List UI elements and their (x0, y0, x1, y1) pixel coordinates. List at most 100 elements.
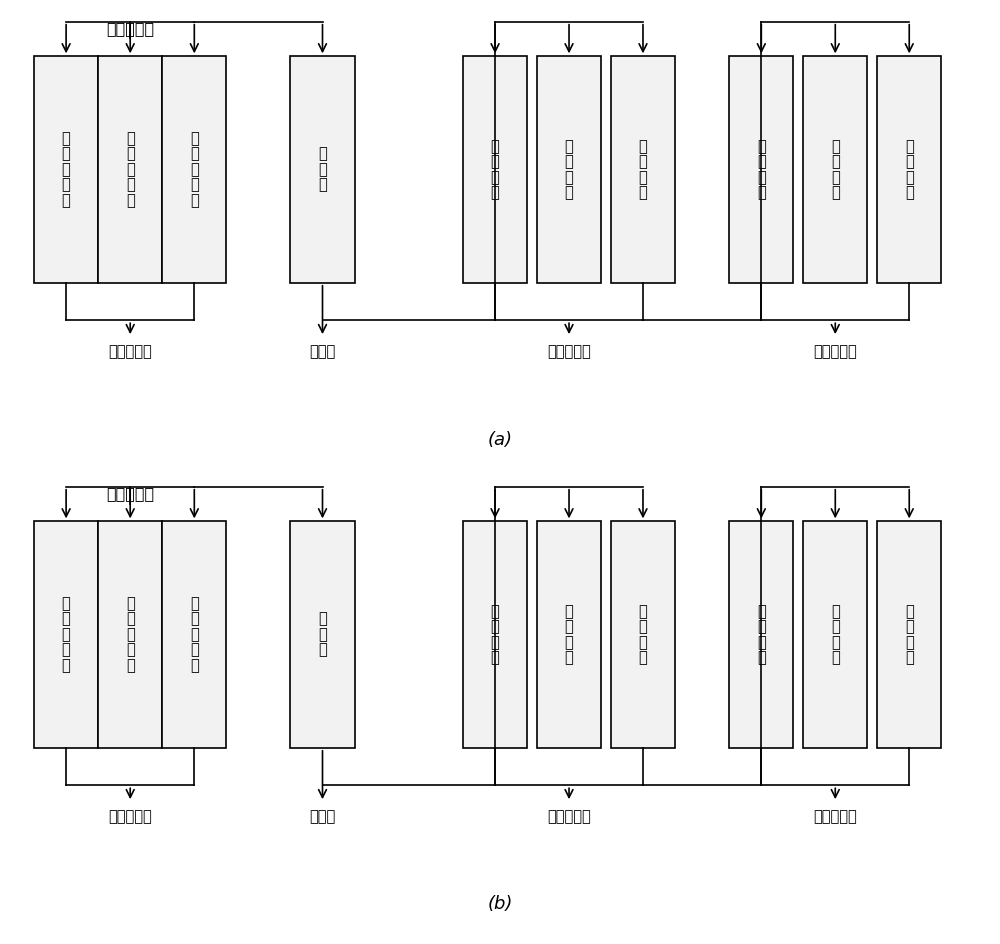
Text: 柱: 柱 (62, 658, 70, 673)
Text: 交: 交 (62, 177, 70, 193)
Bar (611, 521, 675, 748)
Text: 器: 器 (318, 177, 327, 193)
Text: 阴: 阴 (831, 604, 840, 619)
Text: 阴: 阴 (491, 139, 499, 154)
Text: 离: 离 (757, 619, 766, 634)
Text: 合: 合 (126, 612, 135, 627)
Text: 柱: 柱 (62, 194, 70, 208)
Text: 三次离交液: 三次离交液 (813, 809, 857, 824)
Text: (a): (a) (488, 431, 512, 449)
Text: 柱: 柱 (757, 185, 766, 200)
Bar (463, 521, 527, 748)
Text: 阳: 阳 (831, 139, 840, 154)
Text: 交: 交 (190, 643, 199, 658)
Text: 发: 发 (318, 162, 327, 177)
Text: 离: 离 (905, 619, 914, 634)
Text: 柱: 柱 (639, 185, 647, 200)
Text: 阳: 阳 (491, 604, 499, 619)
Text: 柱: 柱 (831, 650, 840, 666)
Text: 离: 离 (62, 627, 70, 642)
Text: 离: 离 (831, 619, 840, 634)
Text: 浓缩液: 浓缩液 (309, 809, 336, 824)
Text: 柱: 柱 (491, 185, 499, 200)
Text: 柱: 柱 (565, 185, 573, 200)
Text: 浓缩液: 浓缩液 (309, 345, 336, 360)
Text: 器: 器 (318, 643, 327, 658)
Text: 交: 交 (831, 634, 840, 649)
Text: 柱: 柱 (126, 658, 135, 673)
Text: 离: 离 (491, 619, 499, 634)
Text: 离: 离 (757, 154, 766, 169)
Bar (729, 521, 793, 748)
Bar (463, 57, 527, 283)
Text: 交: 交 (126, 177, 135, 193)
Text: 柱: 柱 (905, 650, 914, 666)
Text: 混: 混 (126, 131, 135, 146)
Bar (34, 57, 98, 283)
Text: 离: 离 (126, 627, 135, 642)
Text: 离: 离 (831, 154, 840, 169)
Text: 蒸: 蒸 (318, 146, 327, 161)
Text: 离: 离 (190, 162, 199, 177)
Text: 柱: 柱 (491, 650, 499, 666)
Text: 阳: 阳 (565, 604, 573, 619)
Text: 交: 交 (565, 634, 573, 649)
Text: 蒸: 蒸 (318, 612, 327, 627)
Text: 一次离交液: 一次离交液 (108, 345, 152, 360)
Text: 离: 离 (639, 619, 647, 634)
Text: 交: 交 (491, 634, 499, 649)
Bar (877, 57, 941, 283)
Text: 阴: 阴 (757, 604, 766, 619)
Text: 木糖水解液: 木糖水解液 (106, 486, 154, 501)
Text: 离: 离 (905, 154, 914, 169)
Bar (803, 521, 867, 748)
Text: 发: 发 (318, 627, 327, 642)
Text: 阴: 阴 (905, 604, 914, 619)
Text: 柱: 柱 (565, 650, 573, 666)
Text: 混: 混 (190, 596, 199, 611)
Text: 交: 交 (190, 177, 199, 193)
Bar (611, 57, 675, 283)
Text: 混: 混 (126, 596, 135, 611)
Bar (537, 521, 601, 748)
Text: 阴: 阴 (639, 139, 647, 154)
Bar (290, 57, 355, 283)
Bar (290, 521, 355, 748)
Text: 合: 合 (126, 146, 135, 161)
Bar (98, 521, 162, 748)
Text: 合: 合 (62, 612, 70, 627)
Text: 交: 交 (126, 643, 135, 658)
Text: 三次离交液: 三次离交液 (813, 345, 857, 360)
Text: 离: 离 (62, 162, 70, 177)
Text: 阴: 阴 (565, 139, 573, 154)
Text: 阳: 阳 (639, 604, 647, 619)
Text: 离: 离 (190, 627, 199, 642)
Text: 柱: 柱 (190, 194, 199, 208)
Text: 混: 混 (62, 131, 70, 146)
Text: 交: 交 (491, 170, 499, 185)
Text: 木糖水解液: 木糖水解液 (106, 21, 154, 36)
Bar (162, 521, 226, 748)
Bar (803, 57, 867, 283)
Text: 二次离交液: 二次离交液 (547, 809, 591, 824)
Text: 离: 离 (491, 154, 499, 169)
Text: 柱: 柱 (639, 650, 647, 666)
Text: 合: 合 (62, 146, 70, 161)
Bar (34, 521, 98, 748)
Text: 一次离交液: 一次离交液 (108, 809, 152, 824)
Text: 交: 交 (831, 170, 840, 185)
Text: 阳: 阳 (905, 139, 914, 154)
Text: 交: 交 (905, 634, 914, 649)
Text: 柱: 柱 (831, 185, 840, 200)
Text: 交: 交 (757, 170, 766, 185)
Text: 交: 交 (639, 170, 647, 185)
Bar (729, 57, 793, 283)
Text: 柱: 柱 (126, 194, 135, 208)
Text: 阳: 阳 (757, 139, 766, 154)
Text: (b): (b) (487, 895, 513, 913)
Text: 二次离交液: 二次离交液 (547, 345, 591, 360)
Bar (537, 57, 601, 283)
Text: 离: 离 (639, 154, 647, 169)
Text: 柱: 柱 (757, 650, 766, 666)
Text: 合: 合 (190, 146, 199, 161)
